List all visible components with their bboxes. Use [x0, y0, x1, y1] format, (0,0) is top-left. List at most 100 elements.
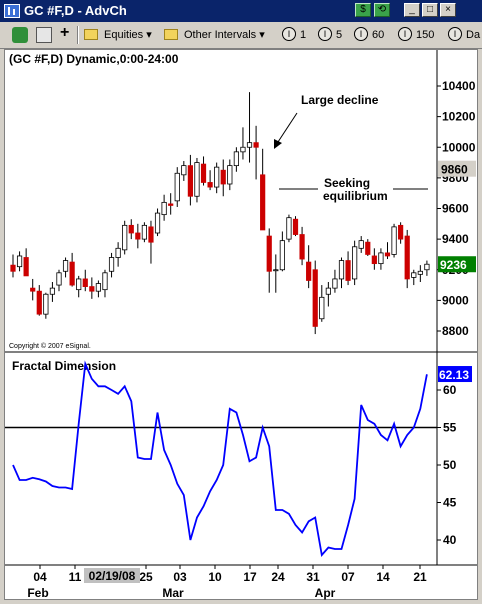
candle-body — [154, 212, 161, 234]
candle-body — [345, 260, 351, 281]
fractal-pane: Fractal Dimension — [12, 359, 116, 373]
candle-body — [312, 269, 318, 327]
interval-1-icon[interactable]: I — [282, 27, 296, 41]
candle-body — [82, 278, 88, 287]
candle-body — [174, 172, 180, 202]
candle-body — [56, 272, 62, 286]
interval-daily-icon[interactable]: I — [448, 27, 462, 41]
last-price-label: 9236 — [440, 258, 467, 272]
candle-body — [279, 240, 285, 271]
month-label: Feb — [27, 586, 48, 600]
chart-app-icon[interactable] — [4, 4, 20, 18]
annotation-arrow-head — [274, 139, 282, 149]
candle-body — [76, 278, 82, 291]
intervals-folder-icon — [164, 29, 178, 40]
cursor-date-box — [84, 568, 140, 583]
fractal-last-box — [438, 366, 472, 383]
window-titlebar: GC #F,D - AdvCh $ ⟲ _ □ × — [0, 0, 482, 22]
x-tick-label: 31 — [306, 570, 320, 584]
candle-body — [187, 165, 193, 197]
month-label: Mar — [162, 586, 184, 600]
candle-body — [384, 252, 391, 257]
interval-60-button[interactable]: 60 — [372, 29, 385, 41]
candle-body — [266, 235, 272, 272]
link-chain-icon[interactable] — [12, 27, 28, 43]
candle-body — [168, 203, 174, 206]
candle-body — [115, 247, 121, 258]
candle-body — [325, 287, 331, 295]
candle-body — [181, 165, 187, 176]
window-title: GC #F,D - AdvCh — [24, 3, 127, 18]
candle-body — [36, 290, 42, 315]
candle-body — [30, 287, 36, 292]
x-tick-label: 10 — [208, 570, 222, 584]
properties-icon[interactable] — [36, 27, 52, 43]
interval-1-button[interactable]: 1 — [300, 29, 307, 41]
candle-body — [332, 278, 338, 289]
candle-body — [286, 217, 292, 240]
candle-body — [246, 142, 253, 148]
candle-body — [273, 269, 279, 272]
close-button[interactable]: × — [440, 3, 456, 17]
link-button[interactable]: ⟲ — [374, 3, 390, 17]
candle-body — [220, 169, 226, 185]
interval-150-button[interactable]: 150 — [416, 29, 435, 41]
candle-body — [424, 263, 430, 271]
fractal-y-tick-label: 55 — [443, 421, 457, 435]
x-tick-label: 04 — [33, 570, 47, 584]
annotation-equilibrium: equilibrium — [323, 189, 388, 203]
x-tick-label: 24 — [271, 570, 285, 584]
candle-body — [338, 260, 345, 280]
annotation-arrow-line — [275, 112, 298, 146]
intervals-label: Other Intervals — [184, 29, 257, 41]
interval-60-icon[interactable]: I — [354, 27, 368, 41]
marker-price-label: 9860 — [441, 163, 468, 177]
cursor-date-label: 02/19/08 — [89, 569, 136, 583]
price-chart-title: (GC #F,D) Dynamic,0:00-24:00 — [9, 52, 179, 66]
fractal-last-label: 62.13 — [439, 368, 469, 382]
candle-body — [253, 142, 259, 148]
price-y-tick-label: 10200 — [442, 110, 476, 124]
x-tick-label: 07 — [341, 570, 355, 584]
fractal-y-tick-label: 45 — [443, 496, 457, 510]
candle-body — [371, 255, 377, 265]
x-tick-label: 21 — [413, 570, 427, 584]
interval-150-icon[interactable]: I — [398, 27, 412, 41]
maximize-button[interactable]: □ — [422, 3, 438, 17]
x-tick-label: 17 — [243, 570, 257, 584]
candle-body — [365, 241, 371, 255]
interval-5-icon[interactable]: I — [318, 27, 332, 41]
equities-menu[interactable]: Equities ▾ — [104, 29, 152, 41]
candle-body — [141, 224, 147, 240]
candle-body — [43, 293, 49, 315]
minimize-button[interactable]: _ — [404, 3, 420, 17]
interval-5-button[interactable]: 5 — [336, 29, 343, 41]
x-tick-label: 14 — [376, 570, 390, 584]
fractal-line — [12, 360, 428, 558]
candle-body — [319, 296, 325, 320]
interval-daily-button[interactable]: Da — [466, 29, 481, 41]
candle-body — [148, 226, 154, 243]
candle-body — [417, 270, 423, 275]
chart-window[interactable] — [4, 49, 478, 600]
price-pane: (GC #F,D) Dynamic,0:00-24:00 Copyright ©… — [5, 50, 477, 566]
candle-body — [49, 287, 56, 295]
candle-body — [200, 163, 207, 183]
dollar-button[interactable]: $ — [355, 3, 371, 17]
toolbar: + Equities ▾ Other Intervals ▾ I 1 I 5 I… — [0, 22, 482, 49]
candle-body — [306, 261, 312, 281]
candle-body — [404, 235, 410, 280]
candle-body — [194, 162, 200, 197]
copyright-text: Copyright © 2007 eSignal. — [9, 342, 91, 350]
add-icon[interactable]: + — [60, 24, 70, 41]
candle-body — [10, 264, 16, 272]
x-tick-label: 25 — [139, 570, 153, 584]
candle-body — [292, 218, 299, 235]
fractal-title: Fractal Dimension — [12, 359, 116, 373]
intervals-menu[interactable]: Other Intervals ▾ — [184, 29, 265, 41]
price-y-tick-label: 9400 — [442, 232, 469, 246]
candle-body — [299, 234, 305, 260]
candle-body — [260, 174, 266, 231]
candle-body — [214, 166, 220, 188]
